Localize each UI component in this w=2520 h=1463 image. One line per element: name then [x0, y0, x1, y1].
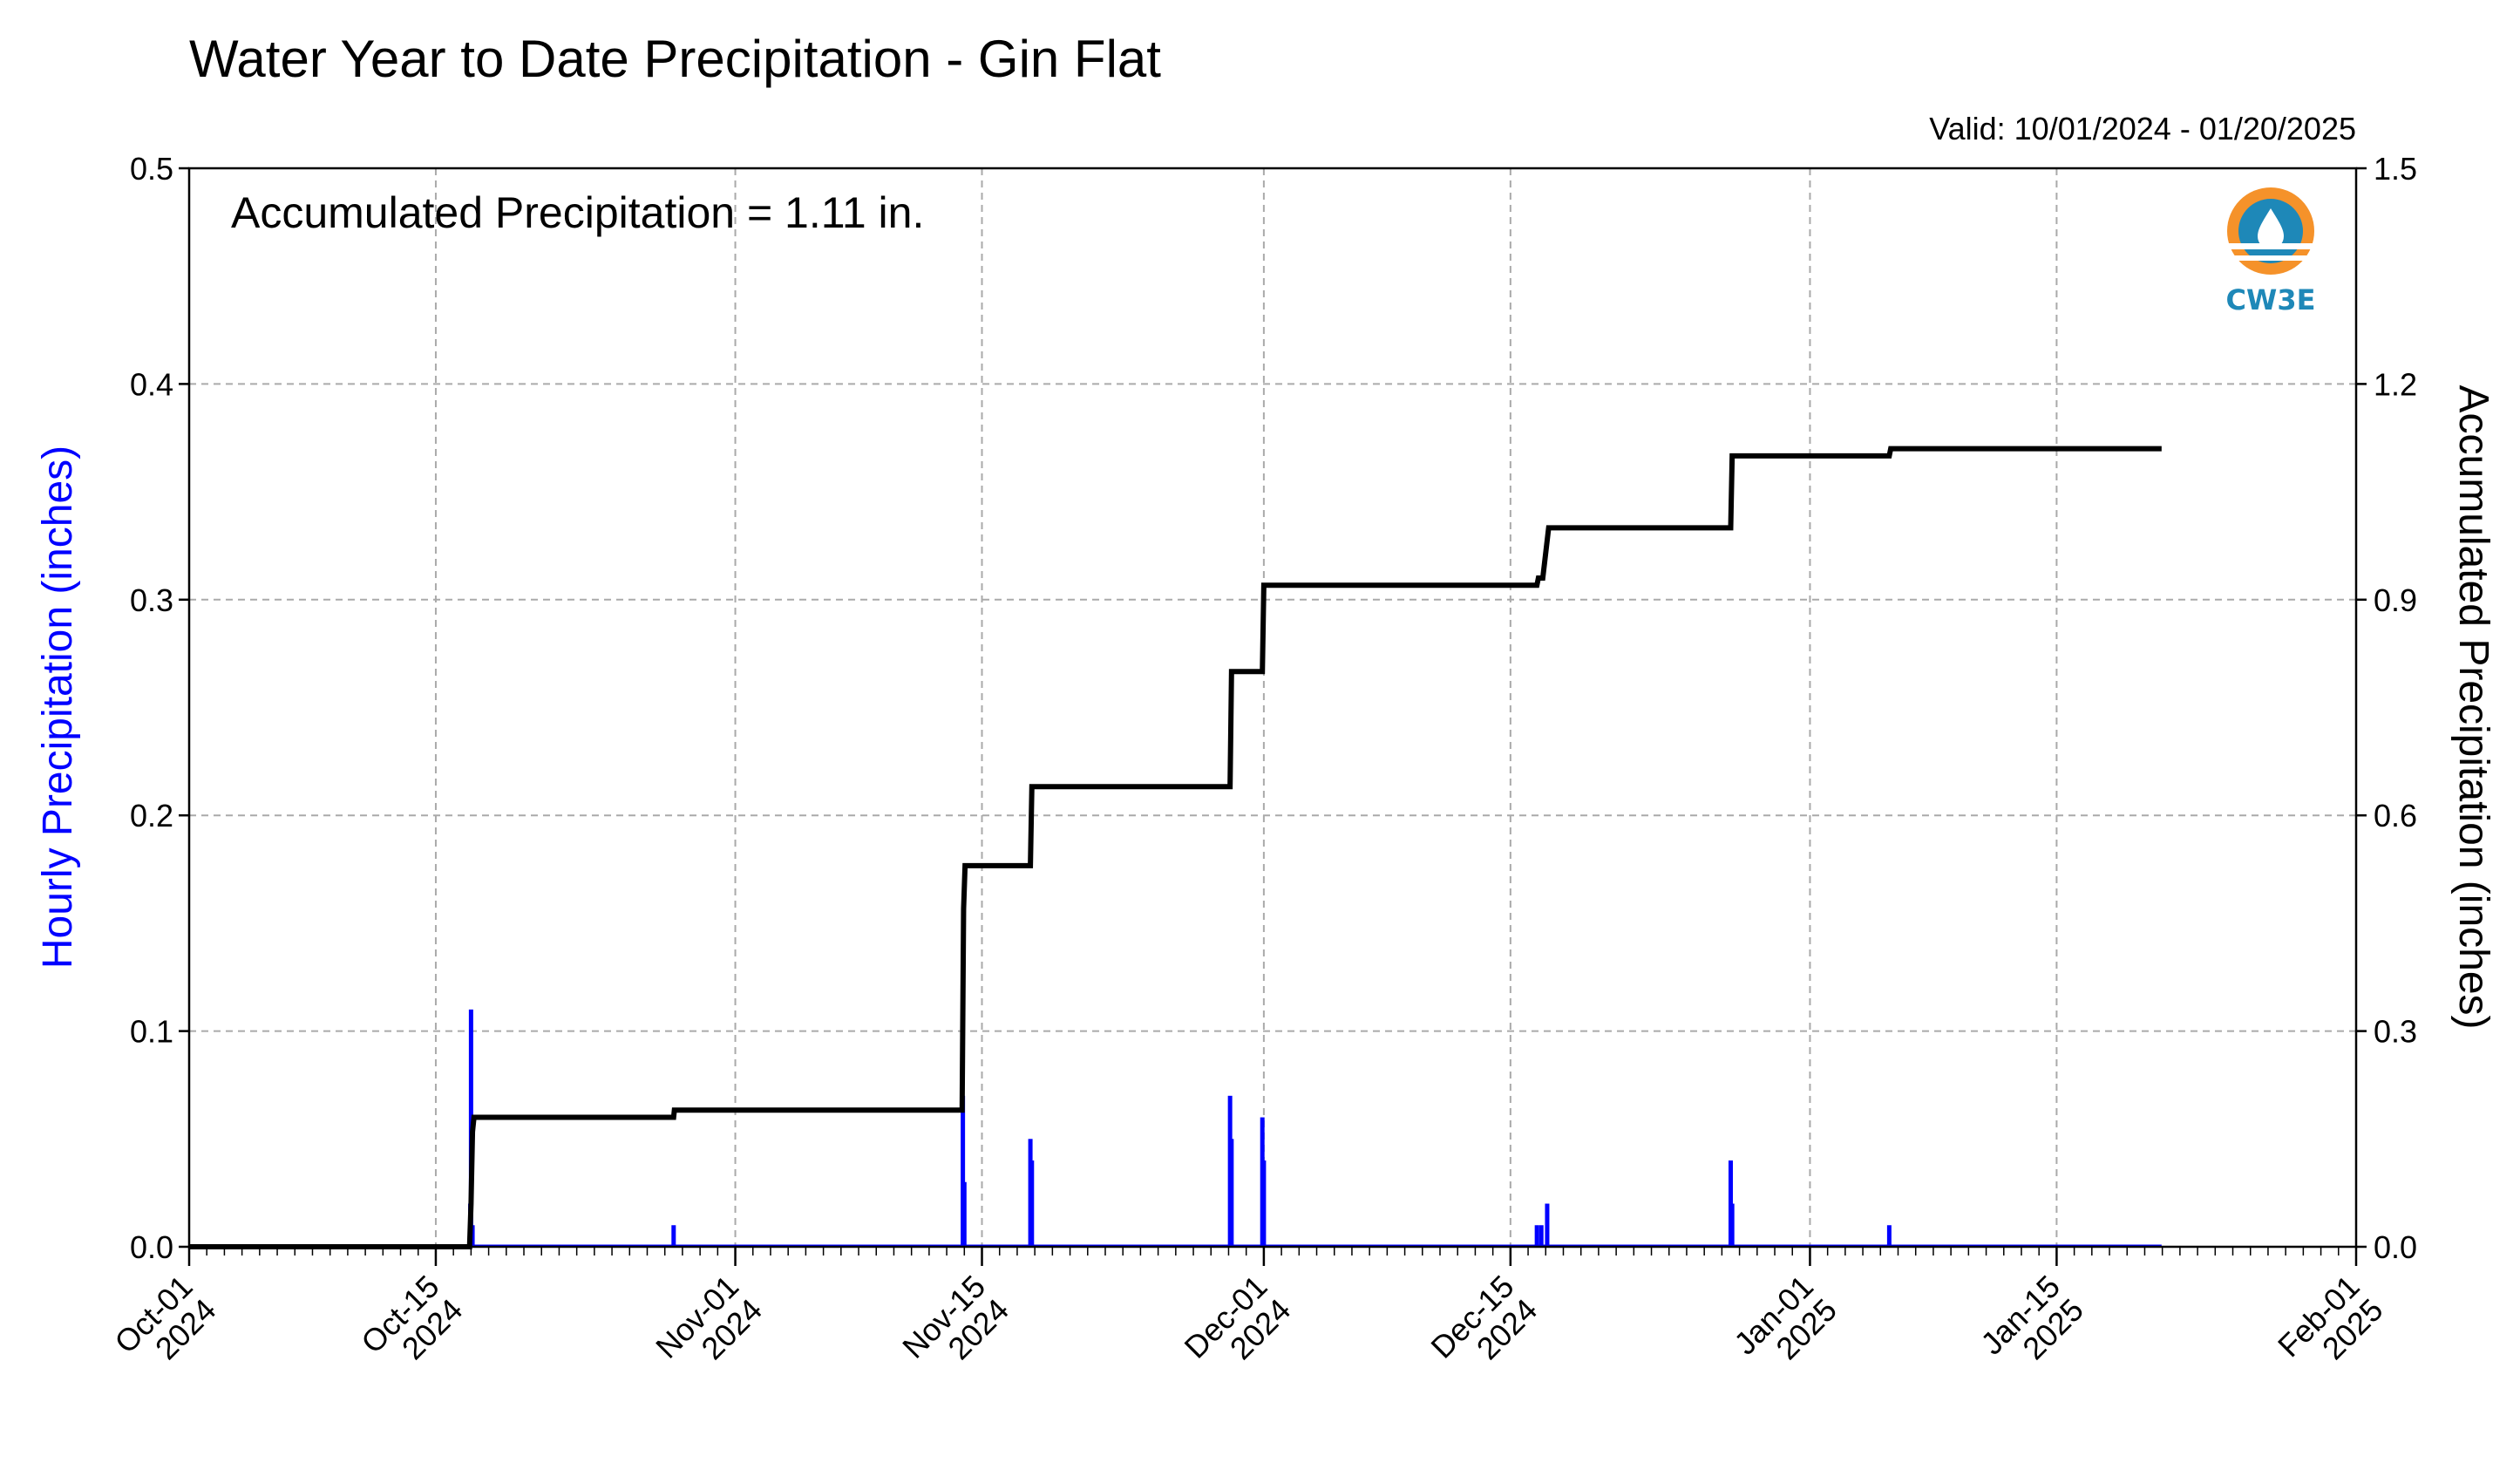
left-y-tick-label: 0.4	[130, 366, 173, 402]
hourly-bar	[1729, 1203, 1735, 1247]
hourly-bar	[671, 1225, 676, 1247]
hourly-bar	[1029, 1160, 1035, 1247]
hourly-bar	[1261, 1160, 1267, 1247]
hourly-bar	[961, 1095, 966, 1247]
cw3e-logo-wave-2	[2227, 255, 2314, 261]
accumulated-line-path	[189, 446, 2162, 1249]
right-y-axis-label: Accumulated Precipitation (inches)	[2450, 384, 2496, 1029]
x-tick-label: Nov-152024	[895, 1269, 1015, 1389]
x-tick-label: Oct-152024	[354, 1269, 469, 1384]
x-tick-label: Dec-012024	[1177, 1269, 1297, 1389]
left-y-tick-label: 0.0	[130, 1229, 173, 1265]
water-drop-icon	[2258, 208, 2284, 249]
cw3e-logo-text: CW3E	[2226, 283, 2316, 316]
cw3e-logo: CW3E	[2226, 187, 2316, 316]
x-tick-label: Dec-152024	[1423, 1269, 1544, 1389]
left-y-tick-label: 0.2	[130, 798, 173, 834]
hourly-bar	[1538, 1225, 1544, 1247]
hourly-bar	[1229, 1139, 1234, 1247]
right-y-tick-label: 0.0	[2374, 1229, 2417, 1265]
hourly-bar	[1534, 1225, 1539, 1247]
hourly-bar	[1886, 1225, 1892, 1247]
accumulated-total-annotation: Accumulated Precipitation = 1.11 in.	[231, 188, 924, 237]
left-y-axis-label: Hourly Precipitation (inches)	[35, 446, 81, 969]
x-tick-label: Oct-012024	[107, 1269, 222, 1384]
accumulated-precipitation-line	[189, 446, 2162, 1249]
hourly-bar	[1545, 1203, 1550, 1247]
x-tick-label: Feb-012025	[2271, 1269, 2390, 1388]
left-y-tick-label: 0.1	[130, 1014, 173, 1050]
grid-lines	[189, 168, 2356, 1247]
right-y-tick-label: 1.2	[2374, 366, 2417, 402]
plot-frame	[187, 167, 2358, 1249]
right-y-tick-label: 1.5	[2374, 151, 2417, 187]
right-y-tick-label: 0.6	[2374, 798, 2417, 834]
chart-title: Water Year to Date Precipitation - Gin F…	[189, 30, 1161, 88]
left-y-tick-label: 0.3	[130, 582, 173, 618]
x-tick-label: Jan-152025	[1973, 1269, 2090, 1385]
x-tick-label: Jan-012025	[1727, 1269, 1844, 1385]
x-tick-label: Nov-012024	[649, 1269, 769, 1389]
hourly-bar	[961, 1181, 967, 1247]
right-y-tick-label: 0.9	[2374, 582, 2417, 618]
left-y-tick-label: 0.5	[130, 151, 173, 187]
hourly-precipitation-bars	[189, 1009, 2162, 1248]
valid-date-range: Valid: 10/01/2024 - 01/20/2025	[1929, 111, 2356, 146]
right-y-tick-label: 0.3	[2374, 1014, 2417, 1050]
